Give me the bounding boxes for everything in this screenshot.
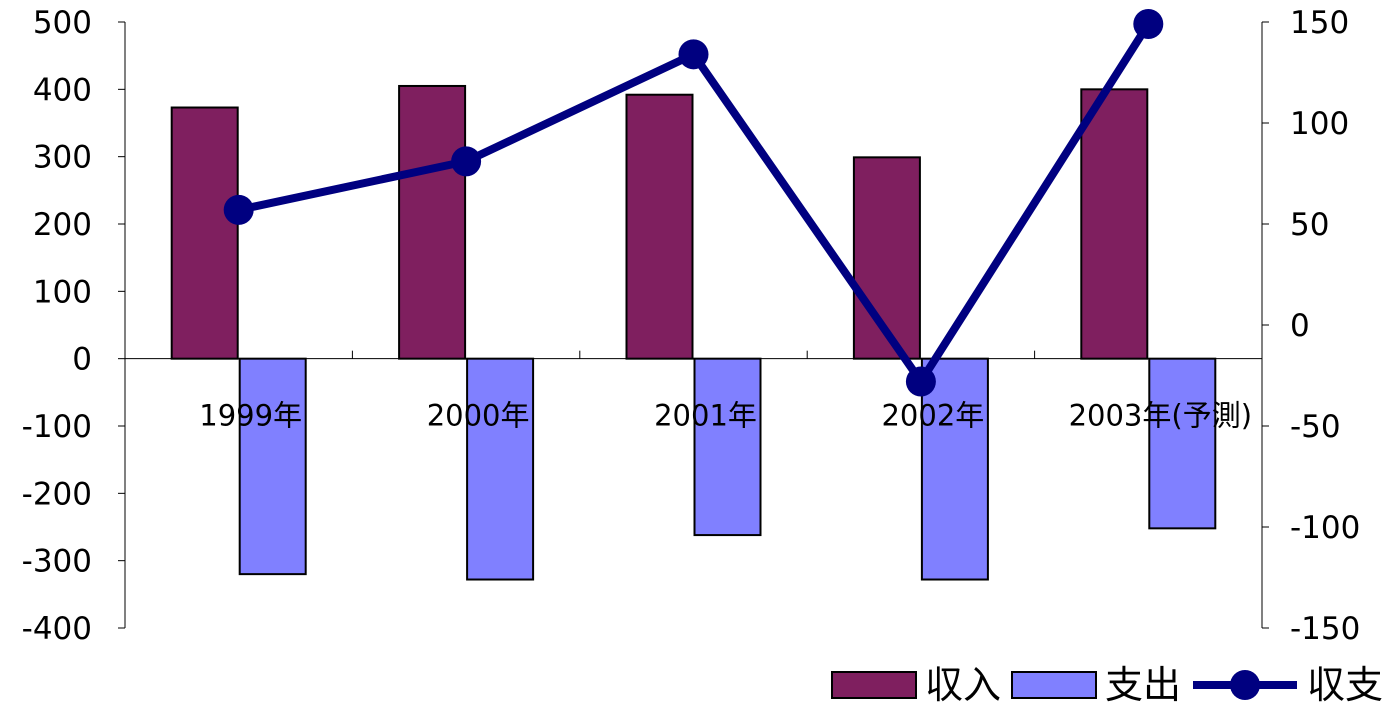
- legend-item-expenditure: 支出: [1010, 662, 1181, 708]
- category-label: 2000年: [427, 399, 530, 433]
- legend-swatch-revenue: [830, 671, 917, 699]
- right-axis-tick-label: -50: [1290, 409, 1341, 445]
- right-axis-tick-label: 0: [1290, 308, 1310, 344]
- legend-label-revenue: 収入: [924, 663, 1001, 707]
- point-balance: [678, 39, 709, 70]
- bar-revenue: [398, 84, 467, 360]
- point-balance: [905, 366, 936, 397]
- bar-expenditure: [466, 357, 535, 581]
- right-axis-tick-label: 50: [1290, 207, 1329, 243]
- left-axis-tick-label: 300: [33, 140, 92, 176]
- legend-swatch-balance: [1192, 670, 1297, 700]
- category-label: 2002年: [881, 399, 984, 433]
- right-axis-tick-label: 100: [1290, 106, 1349, 142]
- category-label: 2003年(予測): [1069, 399, 1252, 433]
- left-axis-tick-label: 400: [33, 72, 92, 108]
- point-balance: [1133, 9, 1164, 40]
- point-balance: [451, 146, 482, 177]
- point-balance: [223, 194, 254, 225]
- legend-label-balance: 収支: [1306, 663, 1383, 707]
- bar-expenditure: [238, 357, 307, 576]
- legend-swatch-expenditure: [1010, 671, 1097, 699]
- category-label: 2001年: [654, 399, 757, 433]
- chart: 5004003002001000-100-200-300-40015010050…: [22, 5, 1361, 647]
- bar-revenue: [1080, 88, 1149, 360]
- legend-item-balance: 収支: [1191, 662, 1383, 708]
- bar-revenue: [625, 93, 694, 360]
- bar-revenue: [852, 156, 921, 360]
- right-axis-tick-label: -100: [1290, 510, 1360, 546]
- bar-expenditure: [920, 357, 989, 581]
- right-axis-tick-label: 150: [1290, 5, 1349, 41]
- legend-item-revenue: 収入: [830, 662, 1001, 708]
- left-axis-tick-label: 100: [33, 274, 92, 310]
- category-label: 1999年: [199, 399, 302, 433]
- bar-expenditure: [1148, 357, 1217, 530]
- left-axis-tick-label: -400: [22, 611, 92, 647]
- left-axis-tick-label: -100: [22, 409, 92, 445]
- legend-label-expenditure: 支出: [1104, 663, 1181, 707]
- bar-revenue: [170, 106, 239, 360]
- left-axis-tick-label: 0: [72, 342, 92, 378]
- left-axis-tick-label: 200: [33, 207, 92, 243]
- legend: 収入 支出 収支: [830, 662, 1383, 708]
- left-axis-tick-label: -300: [22, 544, 92, 580]
- right-axis-tick-label: -150: [1290, 611, 1360, 647]
- left-axis-tick-label: 500: [33, 5, 92, 41]
- bar-expenditure: [693, 357, 762, 537]
- left-axis-tick-label: -200: [22, 476, 92, 512]
